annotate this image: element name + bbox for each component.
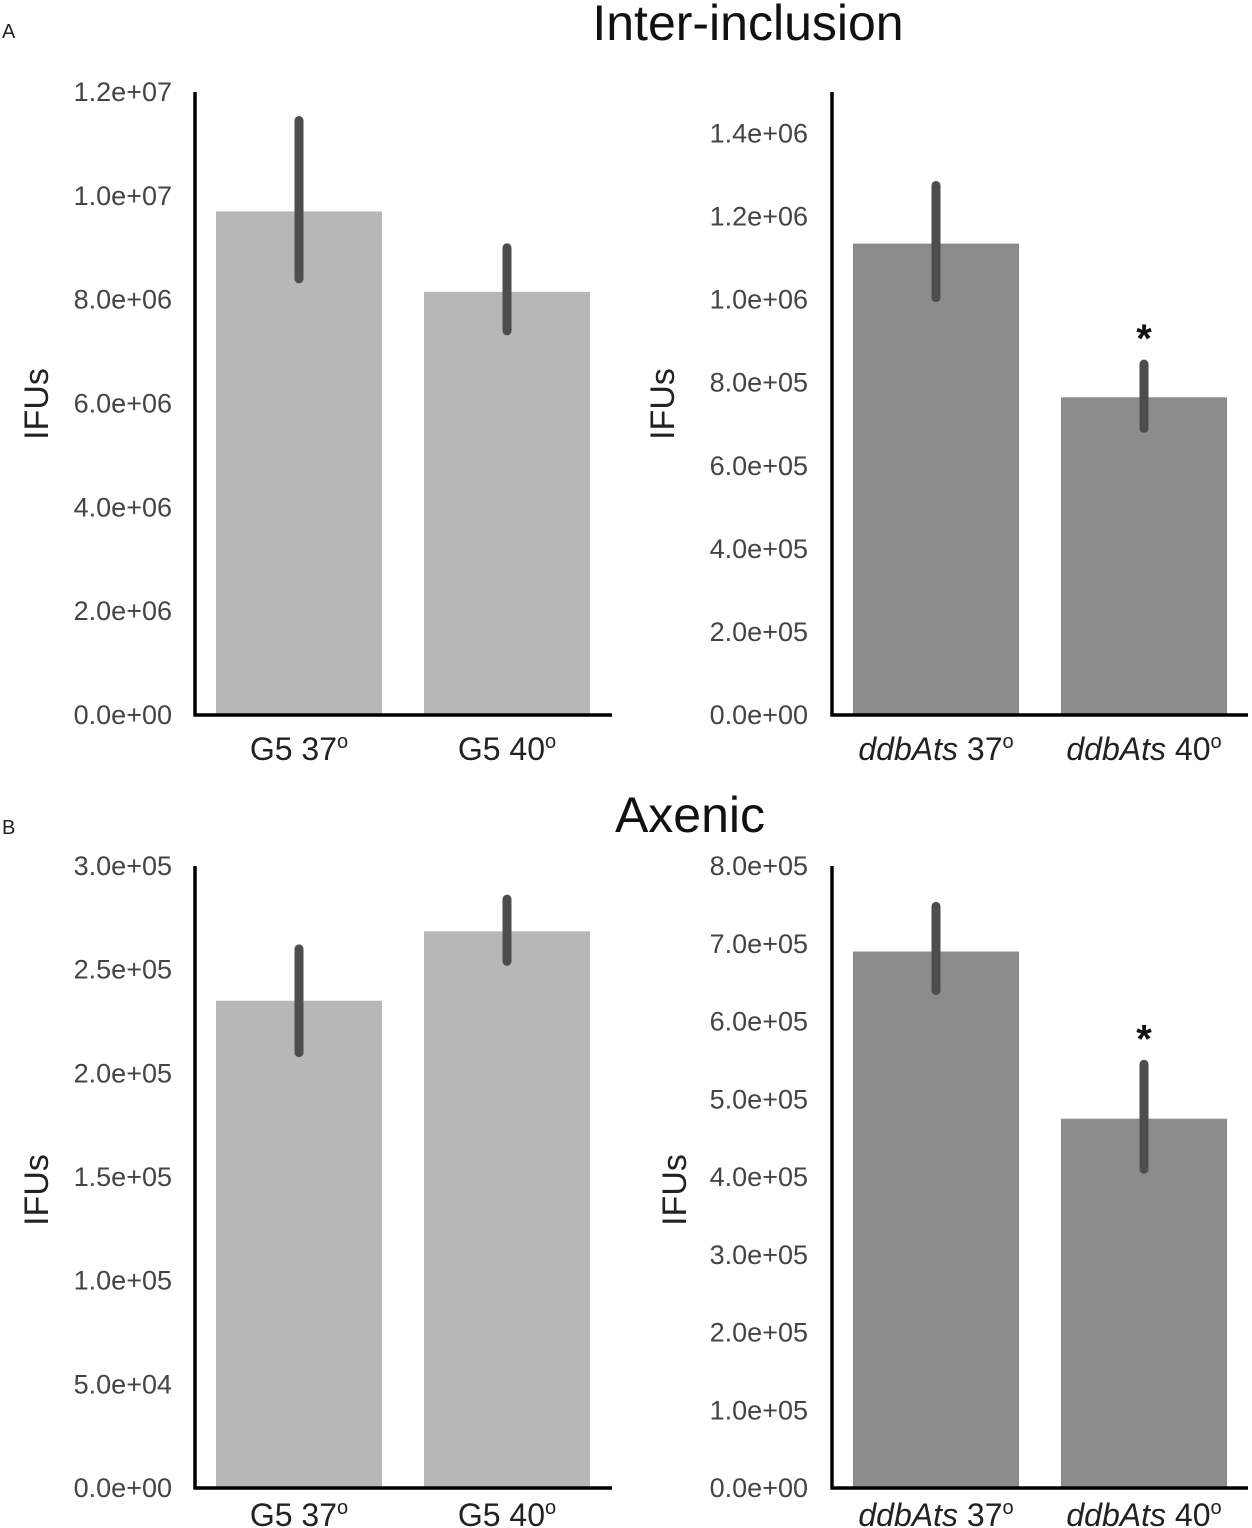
x-category-label-a-right-0: ddbAts 37o bbox=[858, 731, 1013, 767]
y-tick-label-a-right-7: 1.4e+06 bbox=[710, 119, 808, 149]
y-axis-label-b-right: IFUs bbox=[656, 1154, 694, 1226]
y-tick-label-a-left-6: 1.2e+07 bbox=[74, 77, 172, 107]
chart-axenic-ddbats: * 0.0e+00 1.0e+05 2.0e+05 3.0e+05 4.0e+05 5.0e… bbox=[656, 851, 1248, 1528]
chart-axenic-g5: 0.0e+00 5.0e+04 1.0e+05 1.5e+05 2.0e+05 2.5e+… bbox=[18, 851, 612, 1528]
chart-inter-inclusion-g5: 0.0e+00 2.0e+06 4.0e+06 6.0e+06 8.0e+06 1.0e+… bbox=[18, 77, 612, 767]
y-tick-label-a-left-4: 8.0e+06 bbox=[74, 285, 172, 315]
x-category-label-a-left-1: G5 40o bbox=[458, 731, 556, 767]
y-tick-label-b-left-5: 2.5e+05 bbox=[74, 955, 172, 985]
y-tick-label-b-right-5: 5.0e+05 bbox=[710, 1084, 808, 1114]
y-tick-label-a-right-1: 2.0e+05 bbox=[710, 617, 808, 647]
bar-a-left-0 bbox=[216, 211, 382, 716]
y-tick-label-a-left-5: 1.0e+07 bbox=[74, 181, 172, 211]
y-tick-label-b-right-3: 3.0e+05 bbox=[710, 1240, 808, 1270]
y-axis-label-b-left: IFUs bbox=[18, 1154, 56, 1226]
bar-a-left-1 bbox=[424, 291, 590, 715]
y-tick-label-a-left-0: 0.0e+00 bbox=[74, 700, 172, 730]
y-tick-label-b-right-1: 1.0e+05 bbox=[710, 1395, 808, 1425]
panel-letter-b: B bbox=[2, 817, 15, 839]
bar-a-right-0 bbox=[853, 243, 1019, 715]
y-tick-label-b-right-4: 4.0e+05 bbox=[710, 1162, 808, 1192]
y-tick-label-a-right-0: 0.0e+00 bbox=[710, 700, 808, 730]
y-tick-label-a-right-5: 1.0e+06 bbox=[710, 285, 808, 315]
x-category-label-b-left-0: G5 37o bbox=[250, 1497, 348, 1528]
y-tick-label-a-right-3: 6.0e+05 bbox=[710, 451, 808, 481]
y-axis-label-a-left: IFUs bbox=[18, 368, 56, 440]
y-tick-label-b-right-0: 0.0e+00 bbox=[710, 1473, 808, 1503]
y-tick-label-b-left-2: 1.0e+05 bbox=[74, 1266, 172, 1296]
x-category-label-b-right-1: ddbAts 40o bbox=[1066, 1497, 1221, 1528]
y-tick-label-a-left-3: 6.0e+06 bbox=[74, 389, 172, 419]
bar-a-right-1 bbox=[1061, 397, 1227, 715]
y-axis-label-a-right: IFUs bbox=[644, 368, 682, 440]
bar-b-right-1 bbox=[1061, 1118, 1227, 1488]
y-tick-label-b-left-4: 2.0e+05 bbox=[74, 1058, 172, 1088]
y-tick-label-b-left-0: 0.0e+00 bbox=[74, 1473, 172, 1503]
bar-b-left-0 bbox=[216, 1000, 382, 1488]
x-category-label-a-left-0: G5 37o bbox=[250, 731, 348, 767]
chart-inter-inclusion-ddbats: * 0.0e+00 2.0e+05 4.0e+05 6.0e+05 8.0e+05 1.0e… bbox=[644, 92, 1248, 767]
y-tick-label-b-left-6: 3.0e+05 bbox=[74, 851, 172, 881]
y-tick-label-b-right-6: 6.0e+05 bbox=[710, 1007, 808, 1037]
significance-marker-a-right-1: * bbox=[1136, 317, 1152, 361]
y-tick-label-a-right-6: 1.2e+06 bbox=[710, 202, 808, 232]
x-category-label-b-left-1: G5 40o bbox=[458, 1497, 556, 1528]
panel-title-a: Inter-inclusion bbox=[592, 0, 903, 51]
y-tick-label-b-right-7: 7.0e+05 bbox=[710, 929, 808, 959]
bar-b-left-1 bbox=[424, 931, 590, 1488]
x-category-label-a-right-1: ddbAts 40o bbox=[1066, 731, 1221, 767]
y-tick-label-a-right-4: 8.0e+05 bbox=[710, 368, 808, 398]
y-tick-label-b-left-3: 1.5e+05 bbox=[74, 1162, 172, 1192]
y-tick-label-b-right-2: 2.0e+05 bbox=[710, 1318, 808, 1348]
significance-marker-b-right-1: * bbox=[1136, 1017, 1152, 1061]
y-tick-label-a-left-2: 4.0e+06 bbox=[74, 492, 172, 522]
y-tick-label-b-left-1: 5.0e+04 bbox=[74, 1369, 172, 1399]
panel-letter-a: A bbox=[2, 21, 16, 43]
y-tick-label-b-right-8: 8.0e+05 bbox=[710, 851, 808, 881]
bar-b-right-0 bbox=[853, 951, 1019, 1488]
panel-title-b: Axenic bbox=[615, 787, 765, 843]
y-tick-label-a-right-2: 4.0e+05 bbox=[710, 534, 808, 564]
x-category-label-b-right-0: ddbAts 37o bbox=[858, 1497, 1013, 1528]
y-tick-label-a-left-1: 2.0e+06 bbox=[74, 596, 172, 626]
